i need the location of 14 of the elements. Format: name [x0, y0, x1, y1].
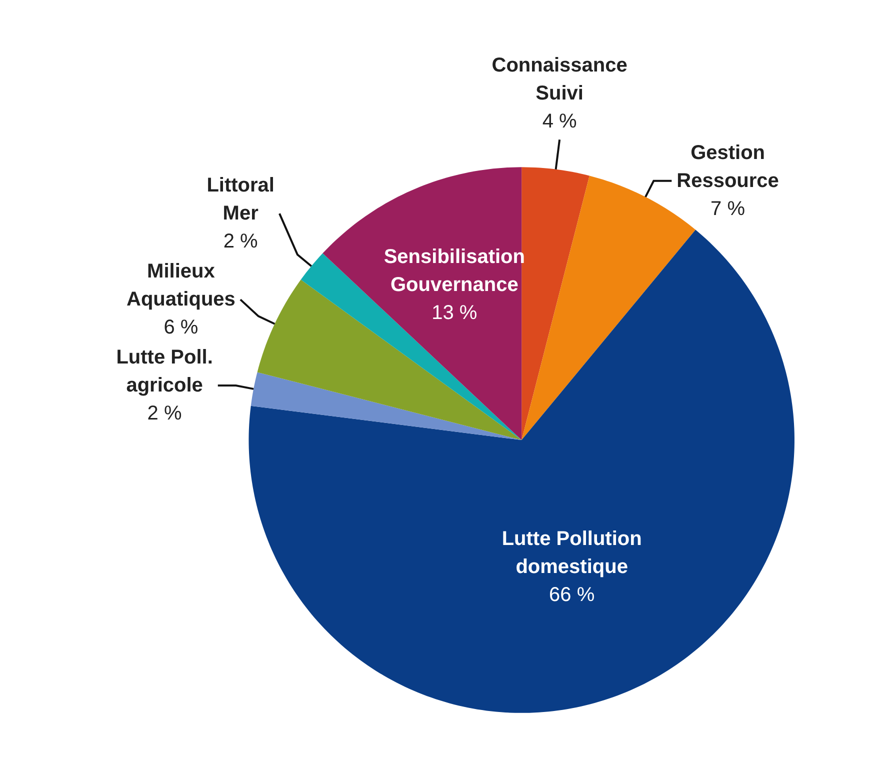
slice-label: Connaissance Suivi: [492, 54, 628, 105]
data-label: 7 %: [710, 198, 746, 220]
data-label: 13 %: [432, 302, 478, 324]
data-label: 66 %: [549, 584, 595, 606]
data-label: 6 %: [164, 316, 198, 339]
slice-label: Milieux Aquatiques: [126, 260, 236, 311]
slice-label: Sensibilisation Gouvernance: [384, 246, 525, 296]
data-label: 4 %: [542, 110, 578, 133]
slice-label: Littoral Mer: [206, 174, 274, 225]
slice-label: Lutte Poll. agricole: [116, 346, 213, 397]
slice-label: Lutte Pollution domestique: [502, 528, 642, 578]
slice-label: Gestion Ressource: [676, 142, 779, 192]
data-label: 2 %: [223, 230, 258, 253]
data-label: 2 %: [147, 402, 182, 425]
